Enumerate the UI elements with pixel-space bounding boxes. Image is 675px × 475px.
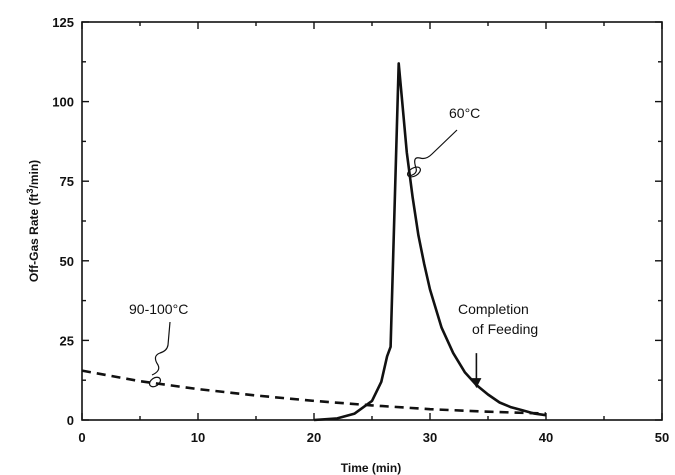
- y-tick-label: 75: [60, 174, 74, 189]
- annotation-completion: Completion: [458, 301, 529, 317]
- annotation-90-100c: 90-100°C: [129, 301, 188, 317]
- annotation-leaders: [148, 129, 458, 388]
- x-tick-label: 40: [539, 430, 553, 445]
- x-tick-label: 10: [191, 430, 205, 445]
- y-axis-label: Off-Gas Rate (ft3/min): [25, 160, 41, 282]
- leader-60c: [408, 129, 458, 177]
- y-tick-label: 25: [60, 333, 74, 348]
- y-tick-label: 50: [60, 254, 74, 269]
- completion-arrow: [471, 353, 482, 389]
- leader-90-100c-loop: [148, 376, 162, 388]
- leader-90-100c: [151, 321, 171, 376]
- ticks: [81, 21, 663, 421]
- y-tick-label: 100: [52, 95, 74, 110]
- x-tick-label: 20: [307, 430, 321, 445]
- y-axis-label-prefix: Off-Gas Rate (ft: [27, 194, 41, 283]
- x-tick-label: 50: [655, 430, 669, 445]
- arrow-head: [471, 378, 482, 389]
- y-tick-label: 0: [67, 413, 74, 428]
- plot-frame: [81, 21, 663, 421]
- annotation-of-feeding: of Feeding: [472, 321, 538, 337]
- x-axis-label: Time (min): [341, 461, 401, 475]
- series-line-solid: [313, 62, 547, 422]
- y-axis-label-suffix: /min): [27, 160, 41, 189]
- tick-labels: 0 10 20 30 40 50 0 25 50 75 100 125: [52, 15, 669, 445]
- y-axis-label-sup: 3: [25, 188, 35, 193]
- x-tick-label: 30: [423, 430, 437, 445]
- annotation-60c: 60°C: [449, 105, 480, 121]
- leader-60c-loop: [407, 166, 421, 178]
- y-tick-label: 125: [52, 15, 74, 30]
- x-tick-label: 0: [78, 430, 85, 445]
